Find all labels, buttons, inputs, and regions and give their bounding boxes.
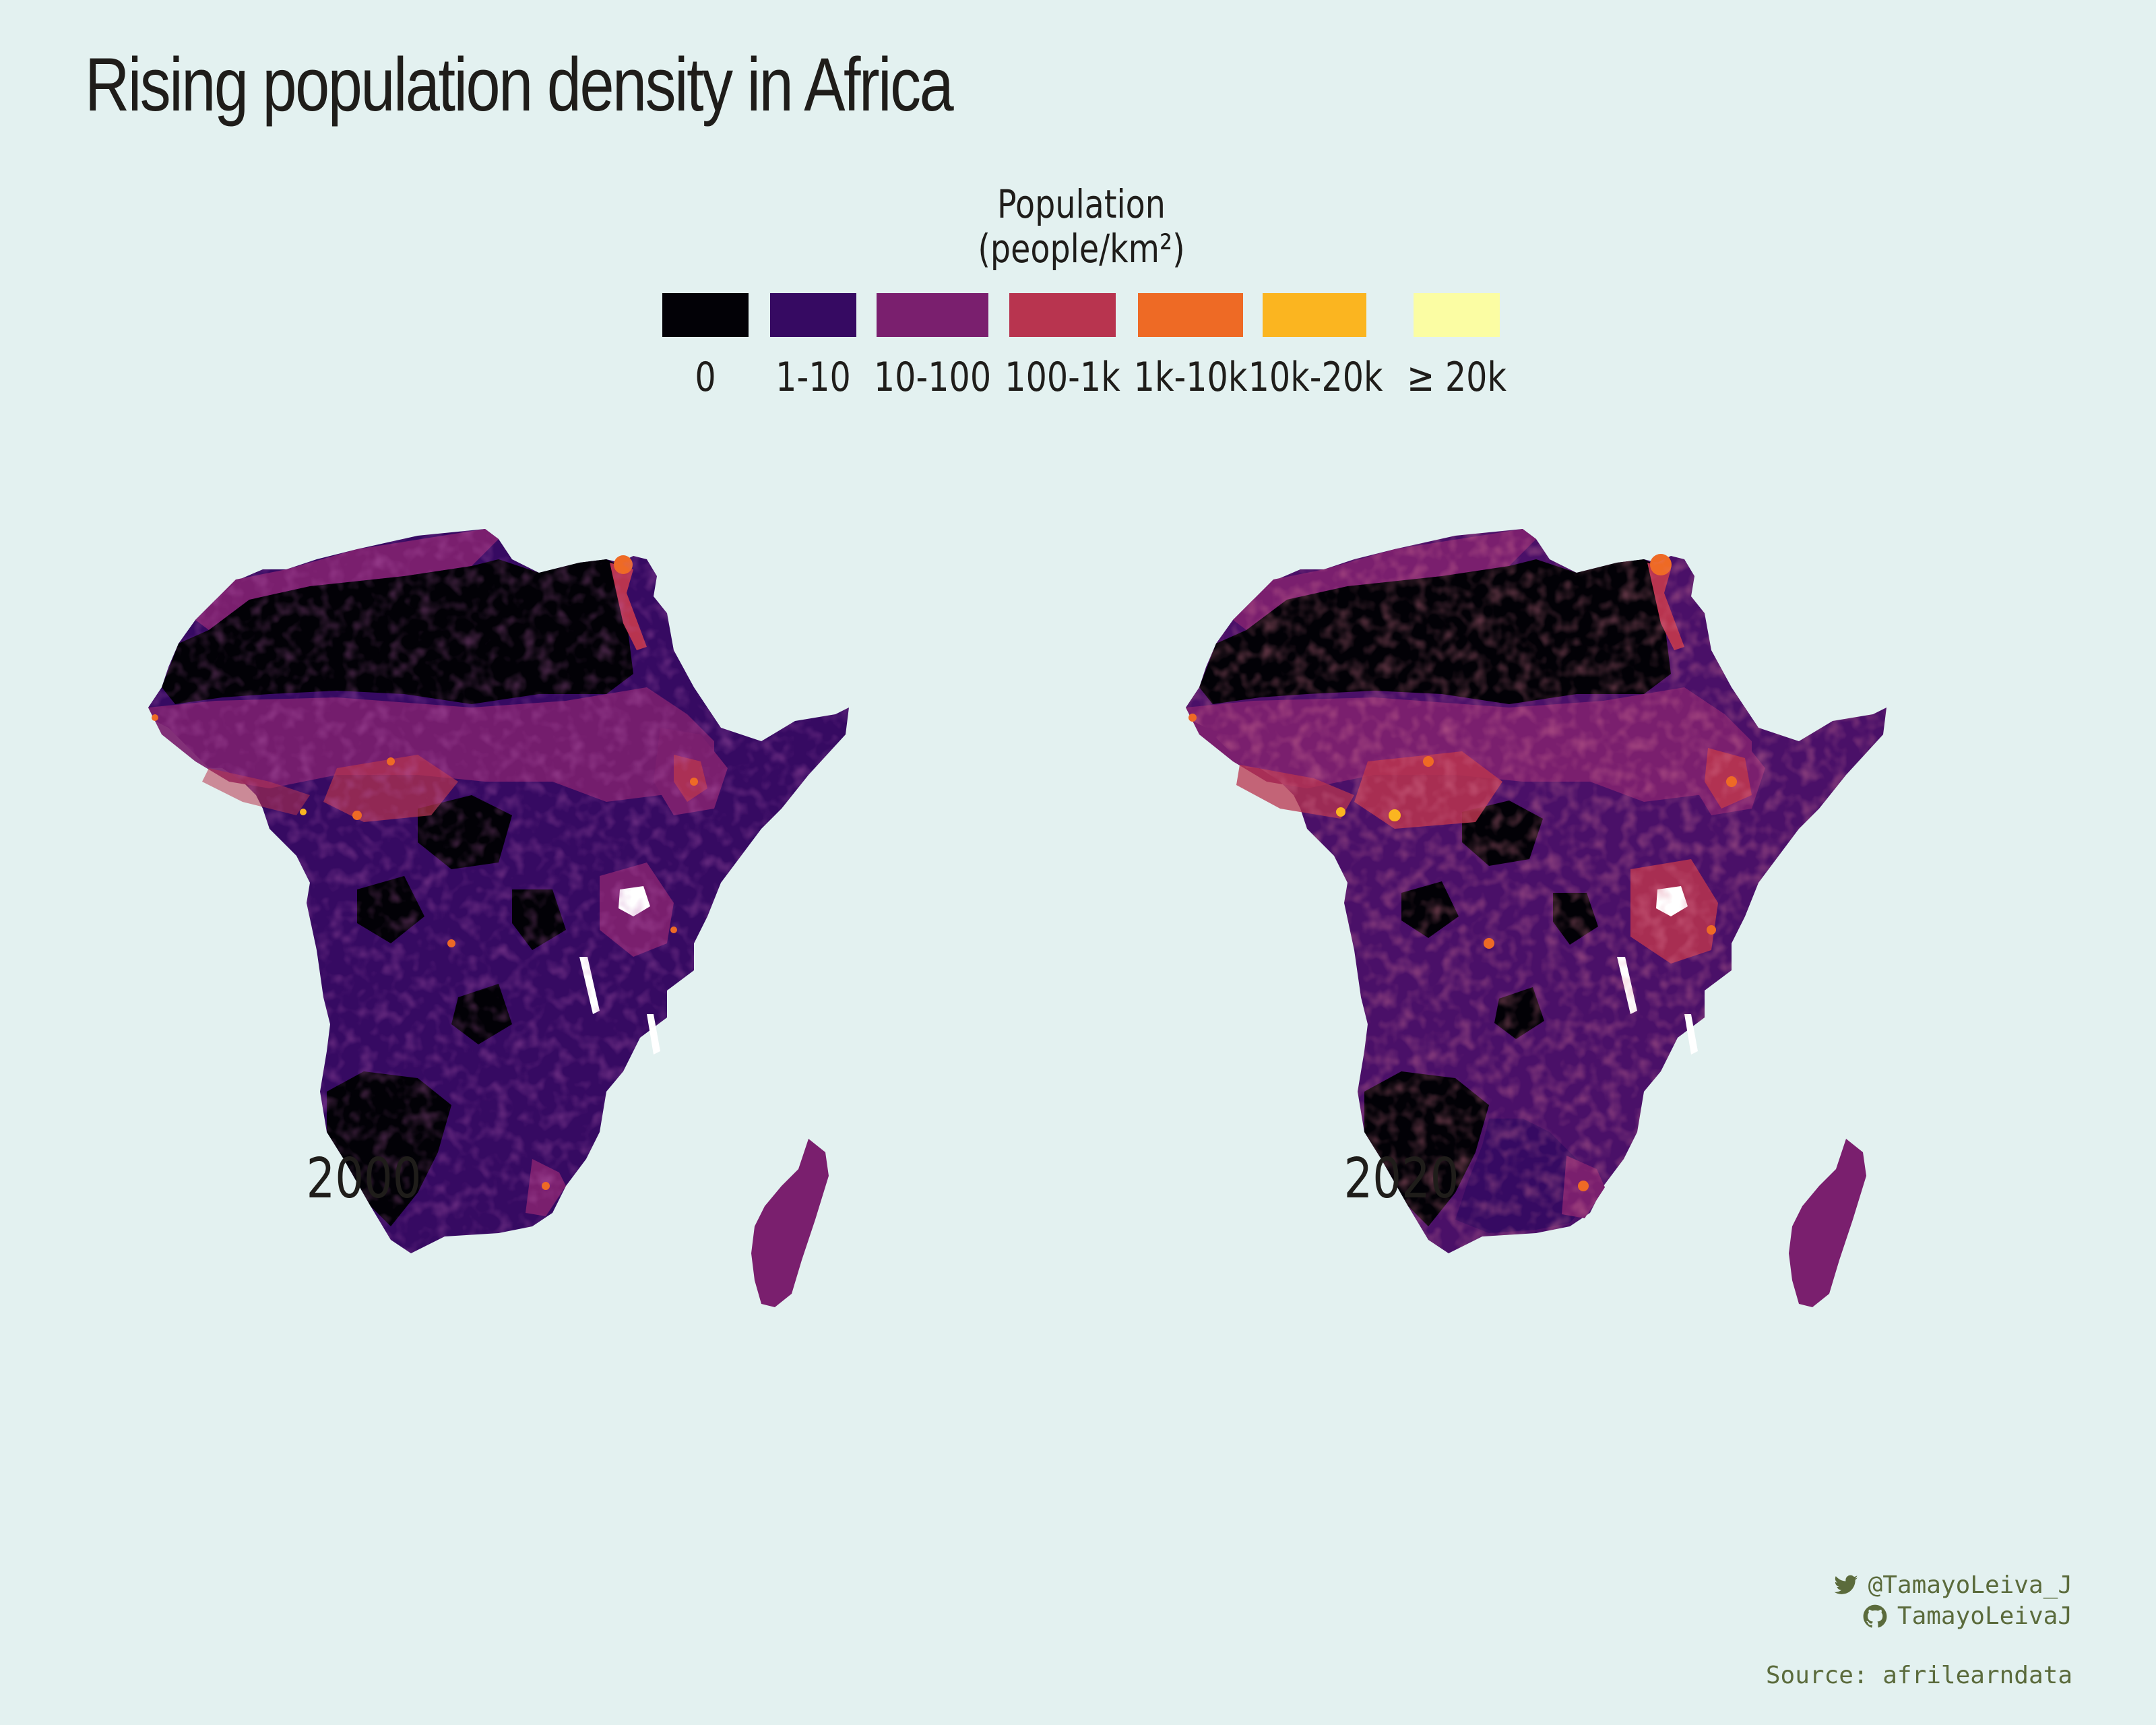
- legend-key-1: [770, 293, 856, 337]
- source-note: Source: afrilearndata: [1765, 1662, 2072, 1689]
- twitter-credit: @TamayoLeiva_J: [1766, 1570, 2072, 1601]
- legend-title-line-2: (people/km²): [978, 226, 1185, 272]
- map-panel-2000: 2000: [135, 512, 1078, 1469]
- hotspot-accra: [300, 809, 307, 815]
- legend-title: Population (people/km²): [725, 182, 1438, 271]
- legend-title-line-1: Population: [997, 181, 1166, 227]
- legend: Population (people/km²) 0 1-10 10-100 10…: [647, 182, 1507, 411]
- hotspot-dakar: [1188, 714, 1197, 722]
- credits: @TamayoLeiva_J TamayoLeivaJ Source: afri…: [1766, 1570, 2072, 1691]
- github-credit: TamayoLeivaJ: [1766, 1601, 2072, 1632]
- year-label-2000: 2000: [306, 1147, 422, 1211]
- hotspot-addis: [1726, 776, 1737, 787]
- github-handle: TamayoLeivaJ: [1897, 1602, 2072, 1630]
- hotspot-lagos: [1389, 809, 1401, 821]
- hotspot-kano: [387, 757, 395, 765]
- madagascar: [1789, 1139, 1866, 1307]
- hotspot-kinshasa: [447, 939, 455, 947]
- legend-key-2: [877, 293, 988, 337]
- hotspot-nairobi: [1707, 925, 1716, 935]
- hotspot-johannesburg: [1578, 1181, 1589, 1191]
- legend-label-2: 10-100: [873, 354, 992, 401]
- hotspot-kinshasa: [1484, 938, 1494, 949]
- map-panel-2020: 2020: [1172, 512, 2116, 1469]
- legend-label-1: 1-10: [775, 354, 851, 401]
- legend-label-4: 1k-10k: [1133, 354, 1248, 401]
- africa-map-2000: [148, 529, 849, 1307]
- year-label-2020: 2020: [1343, 1147, 1459, 1211]
- hotspot-johannesburg: [542, 1182, 550, 1190]
- chart-title: Rising population density in Africa: [85, 42, 954, 127]
- hotspot-addis: [690, 778, 698, 786]
- hotspot-nairobi: [670, 927, 677, 933]
- legend-key-4: [1138, 293, 1243, 337]
- github-icon: [1863, 1604, 1887, 1628]
- madagascar: [751, 1139, 829, 1307]
- hotspot-dakar: [152, 714, 158, 721]
- legend-label-6: ≥ 20k: [1407, 354, 1507, 401]
- legend-label-3: 100-1k: [1005, 354, 1120, 401]
- legend-label-0: 0: [695, 354, 716, 401]
- legend-key-3: [1009, 293, 1116, 337]
- legend-label-5: 10k-20k: [1248, 354, 1383, 401]
- hotspot-accra: [1336, 807, 1345, 817]
- legend-key-0: [662, 293, 749, 337]
- africa-map-2020: [1186, 529, 1886, 1307]
- twitter-handle: @TamayoLeiva_J: [1868, 1571, 2072, 1599]
- legend-key-6: [1414, 293, 1500, 337]
- legend-key-5: [1263, 293, 1366, 337]
- hotspot-kano: [1423, 756, 1434, 767]
- hotspot-lagos: [352, 811, 362, 820]
- twitter-icon: [1833, 1575, 1858, 1594]
